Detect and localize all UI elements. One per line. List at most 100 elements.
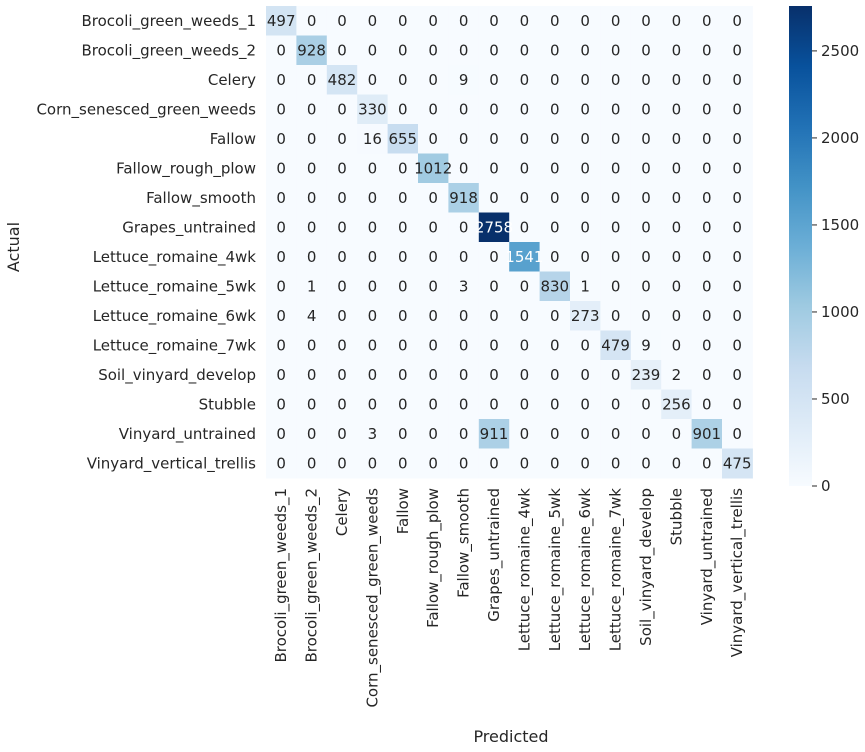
heatmap-cell (600, 271, 632, 302)
cell-value: 0 (702, 71, 712, 89)
cell-value: 0 (428, 100, 438, 118)
cell-value: 911 (480, 425, 509, 443)
cell-value: 0 (732, 336, 742, 354)
cell-value: 0 (398, 248, 408, 266)
cell-value: 0 (550, 248, 560, 266)
heatmap-cell (296, 124, 328, 154)
x-tick-label: Fallow_rough_plow (424, 488, 443, 628)
heatmap-cell (600, 6, 632, 36)
heatmap-cell (570, 35, 601, 66)
cell-value: 0 (520, 218, 530, 236)
heatmap-cell (661, 330, 693, 361)
cell-value: 0 (611, 100, 621, 118)
heatmap-cell (478, 301, 510, 331)
heatmap-cell (387, 242, 419, 272)
cell-value: 3 (368, 425, 378, 443)
cell-value: 0 (732, 366, 742, 384)
heatmap-cell (448, 153, 480, 184)
cell-value: 0 (550, 12, 560, 30)
cell-value: 0 (368, 307, 378, 325)
cell-value: 0 (459, 130, 469, 148)
heatmap-cell (570, 419, 601, 449)
cell-value: 0 (368, 366, 378, 384)
cell-value: 0 (520, 454, 530, 472)
heatmap-cell (266, 271, 297, 302)
cell-value: 0 (641, 395, 651, 413)
heatmap-cell (387, 271, 419, 302)
y-tick-label: Stubble (199, 395, 256, 413)
cell-value: 0 (276, 307, 286, 325)
heatmap-cell (357, 94, 389, 125)
heatmap-cell (509, 360, 541, 390)
cell-value: 0 (276, 454, 286, 472)
cell-value: 0 (732, 218, 742, 236)
cell-value: 0 (641, 189, 651, 207)
heatmap-cell (570, 183, 601, 213)
heatmap-cell (509, 242, 541, 272)
cell-value: 0 (337, 307, 347, 325)
heatmap-cell (539, 419, 571, 449)
colorbar-ticks: 0 500 1000 1500 2000 2500 (812, 42, 859, 495)
heatmap-cell (722, 183, 753, 213)
heatmap-cell (387, 153, 419, 184)
heatmap-cell (630, 124, 662, 154)
heatmap-cell (296, 35, 328, 66)
cell-value: 0 (307, 248, 317, 266)
cell-value: 475 (723, 454, 752, 472)
heatmap-cell (387, 419, 419, 449)
heatmap-cell (722, 94, 753, 125)
x-tick-label: Stubble (667, 488, 685, 545)
cell-value: 0 (489, 71, 499, 89)
cell-value: 0 (398, 71, 408, 89)
cell-value: 0 (368, 336, 378, 354)
heatmap-cell (661, 153, 693, 184)
x-tick-label: Lettuce_romaine_7wk (607, 488, 626, 652)
cell-value: 0 (428, 425, 438, 443)
heatmap-cell (266, 65, 297, 95)
heatmap-cell (570, 94, 601, 125)
heatmap-cell (448, 183, 480, 213)
heatmap-cell (570, 330, 601, 361)
heatmap-cell (539, 153, 571, 184)
cell-value: 0 (520, 307, 530, 325)
heatmap-cell (326, 389, 358, 420)
heatmap-cell (661, 183, 693, 213)
cell-value: 0 (611, 218, 621, 236)
cell-value: 0 (611, 248, 621, 266)
heatmap-cell (448, 94, 480, 125)
y-tick-label: Lettuce_romaine_7wk (93, 336, 257, 355)
cell-value: 0 (398, 395, 408, 413)
cell-value: 0 (337, 425, 347, 443)
heatmap-cell (296, 242, 328, 272)
y-tick-label: Lettuce_romaine_5wk (93, 277, 257, 296)
cell-value: 901 (692, 425, 721, 443)
cell-value: 0 (611, 189, 621, 207)
heatmap-cell (539, 6, 571, 36)
heatmap-cell (630, 271, 662, 302)
cell-value: 0 (276, 248, 286, 266)
heatmap-cell (326, 35, 358, 66)
x-axis-title: Predicted (473, 727, 548, 746)
heatmap-cell (387, 301, 419, 331)
heatmap-cell (387, 330, 419, 361)
cell-value: 0 (580, 218, 590, 236)
heatmap-cell (266, 389, 297, 420)
cell-value: 0 (702, 395, 712, 413)
cell-value: 0 (732, 425, 742, 443)
x-tick-label: Grapes_untrained (485, 488, 504, 622)
cell-value: 0 (459, 218, 469, 236)
heatmap-cell (478, 183, 510, 213)
cell-value: 0 (428, 12, 438, 30)
heatmap-cell (630, 35, 662, 66)
heatmap-cell (478, 153, 510, 184)
cell-value: 0 (550, 100, 560, 118)
heatmap-cell (478, 124, 510, 154)
cell-value: 0 (520, 12, 530, 30)
x-tick-label: Lettuce_romaine_4wk (515, 488, 534, 652)
heatmap-cell (691, 330, 723, 361)
heatmap-cell (296, 183, 328, 213)
cell-value: 0 (672, 336, 682, 354)
heatmap-cell (661, 360, 693, 390)
cell-value: 0 (550, 41, 560, 59)
cell-value: 0 (398, 307, 408, 325)
